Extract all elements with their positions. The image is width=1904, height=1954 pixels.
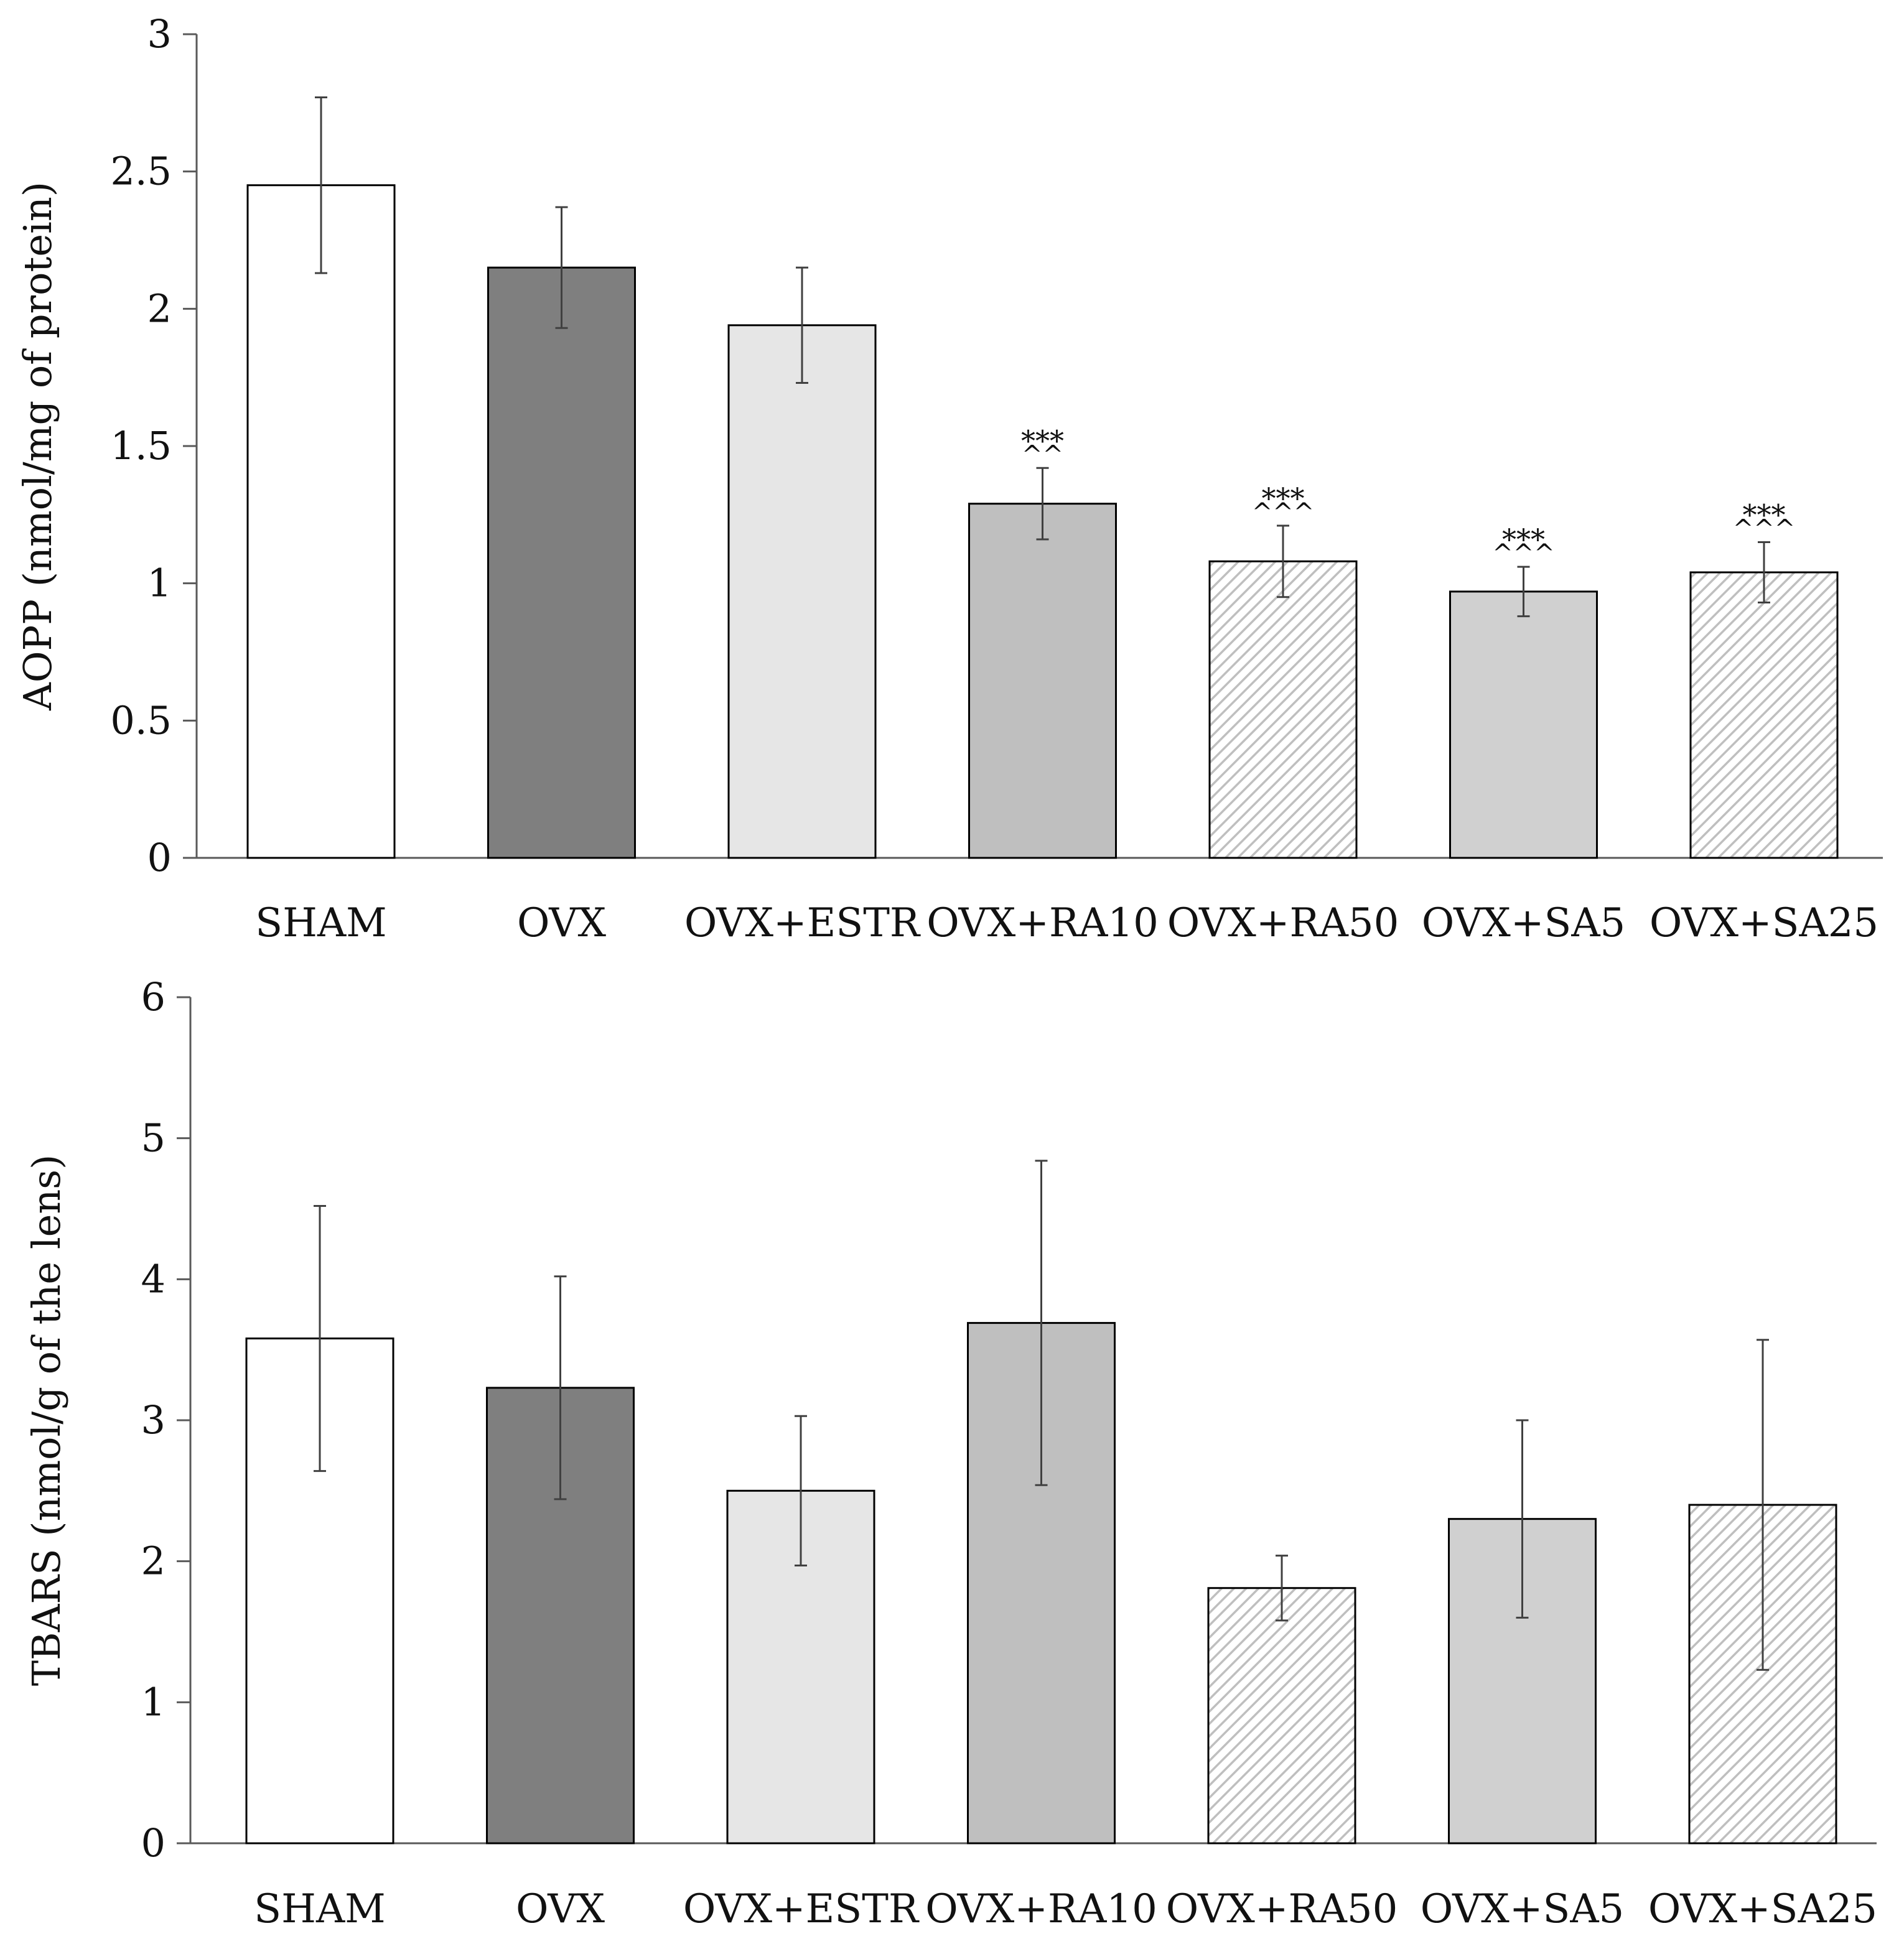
error-bar bbox=[1517, 565, 1530, 618]
error-bar bbox=[1036, 467, 1049, 541]
y-tick-label: 6 bbox=[141, 974, 166, 1020]
x-category-label: OVX+SA5 bbox=[1421, 1886, 1625, 1932]
x-category-label: OVX bbox=[517, 900, 607, 946]
error-bar bbox=[1516, 1419, 1529, 1619]
error-bar bbox=[1758, 541, 1770, 604]
x-category-label: OVX+RA50 bbox=[1166, 1886, 1398, 1932]
bar-ovx-ra50 bbox=[1208, 560, 1358, 859]
bar-ovx-estr bbox=[727, 324, 877, 859]
error-bar bbox=[795, 1415, 807, 1566]
y-tick-label: 2 bbox=[147, 286, 172, 331]
error-bar bbox=[1276, 1555, 1288, 1622]
x-category-label: OVX+RA10 bbox=[925, 1886, 1157, 1932]
error-bar bbox=[555, 206, 568, 329]
bar-ovx bbox=[487, 266, 636, 859]
y-tick-label: 3 bbox=[147, 11, 172, 57]
x-category-label: OVX+ESTR bbox=[684, 900, 921, 946]
y-tick-label: 1 bbox=[147, 561, 172, 606]
x-category-label: SHAM bbox=[255, 900, 386, 946]
bar-ovx-ra10 bbox=[968, 503, 1117, 859]
y-tick-label: 4 bbox=[141, 1256, 166, 1301]
y-tick-label: 3 bbox=[141, 1397, 166, 1443]
y-tick-label: 0 bbox=[141, 1820, 166, 1866]
x-category-label: OVX+RA10 bbox=[926, 900, 1159, 946]
x-category-label: OVX+SA25 bbox=[1648, 1886, 1877, 1932]
y-tick-label: 0.5 bbox=[110, 697, 172, 743]
x-category-label: OVX+SA25 bbox=[1650, 900, 1878, 946]
y-tick-label: 2 bbox=[141, 1538, 166, 1584]
error-bar bbox=[796, 266, 808, 384]
significance-vs-ovx-label: ^^^ bbox=[1252, 498, 1315, 527]
error-bar bbox=[1757, 1339, 1769, 1671]
tbars-y-axis-title: TBARS (nmol/g of the lens) bbox=[24, 1155, 69, 1686]
x-category-label: SHAM bbox=[254, 1886, 385, 1932]
error-bar bbox=[554, 1275, 567, 1500]
bar-ovx-sa25 bbox=[1689, 571, 1839, 859]
x-category-label: OVX+ESTR bbox=[683, 1886, 920, 1932]
y-tick-label: 5 bbox=[141, 1115, 166, 1161]
error-bar bbox=[314, 1204, 326, 1472]
bar-ovx-ra50 bbox=[1207, 1587, 1356, 1845]
error-bar bbox=[1277, 524, 1289, 598]
bar-ovx-sa5 bbox=[1449, 590, 1598, 859]
x-category-label: OVX+RA50 bbox=[1167, 900, 1399, 946]
bar-sham bbox=[246, 184, 396, 859]
significance-label: *** bbox=[1502, 523, 1545, 556]
error-bar bbox=[315, 96, 327, 274]
tbars-chart: 0 1 2 3 4 5 6 TBARS (nmol/g of the lens) SHAM OVX… bbox=[24, 974, 1877, 1932]
y-tick-label: 1.5 bbox=[110, 423, 172, 468]
significance-label: *** bbox=[1021, 424, 1064, 457]
x-category-label: OVX+SA5 bbox=[1422, 900, 1626, 946]
aopp-chart: 0 0.5 1 1.5 2 2.5 3 AOPP (nmol/mg of protein) SH… bbox=[15, 11, 1883, 946]
error-bar bbox=[1035, 1160, 1048, 1486]
significance-vs-ovx-label: ^^^ bbox=[1733, 514, 1796, 543]
y-tick-label: 0 bbox=[147, 835, 172, 880]
significance-vs-ovx-label: ^^^ bbox=[1492, 539, 1555, 568]
significance-label: *** bbox=[1262, 482, 1305, 515]
y-tick-label: 2.5 bbox=[110, 149, 172, 194]
aopp-y-axis-title: AOPP (nmol/mg of protein) bbox=[15, 182, 60, 711]
significance-label: *** bbox=[1743, 498, 1786, 531]
y-tick-label: 1 bbox=[141, 1679, 166, 1724]
x-category-label: OVX bbox=[516, 1886, 605, 1932]
significance-vs-ovx-label: ^^ bbox=[1022, 440, 1063, 469]
